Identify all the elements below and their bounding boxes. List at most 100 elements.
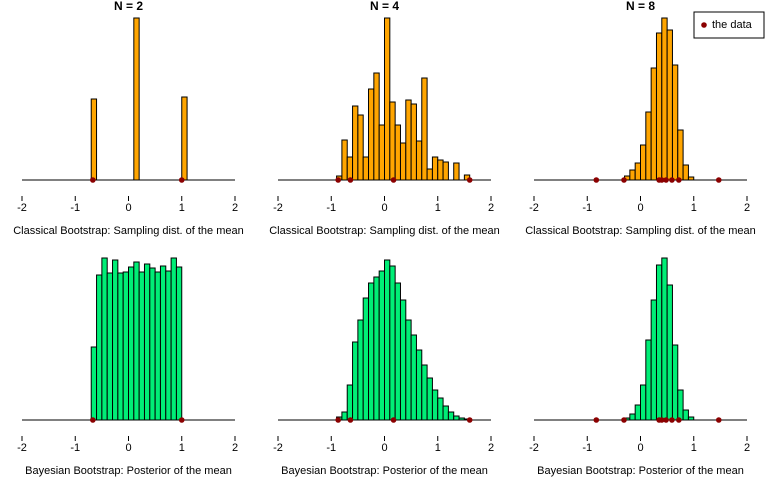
x-tick-label: -1 [70,442,80,454]
legend-marker [701,22,707,28]
bar [405,319,412,421]
bar [357,319,364,421]
bar [682,409,689,421]
bar [399,142,407,181]
x-tick-label: -1 [582,442,592,454]
data-point [178,177,185,183]
x-tick-label: -2 [273,442,283,454]
x-tick-label: 1 [435,442,441,454]
x-tick-label: 2 [744,202,750,214]
bar [373,72,380,181]
data-point [659,417,665,423]
bar [629,169,636,181]
bar [90,346,98,421]
bar [640,384,647,421]
data-point [466,417,473,423]
bar [655,264,663,421]
bar [352,105,359,181]
data-point [347,177,354,183]
bar [415,140,423,181]
data-point [90,177,96,183]
bar [389,101,396,181]
bar [138,271,145,421]
bar [634,162,641,181]
data-point [466,177,473,183]
data-point [178,417,185,423]
x-tick-label: -2 [17,442,27,454]
data-point [621,417,627,423]
data-point [593,417,600,423]
bar [687,176,695,181]
x-tick-label: 0 [637,442,643,454]
bar [421,364,428,421]
x-tick-label: 0 [381,202,387,214]
bar [384,259,391,421]
bar [677,129,684,181]
bar [431,156,439,181]
bar [661,257,668,421]
bar [682,164,689,181]
bar [128,266,135,421]
x-axis-label: Bayesian Bootstrap: Posterior of the mea… [537,465,744,477]
bar [671,344,679,421]
x-axis-label: Classical Bootstrap: Sampling dist. of t… [13,225,244,237]
x-tick-label: -2 [529,202,539,214]
bar [96,274,103,421]
bar [453,415,460,421]
x-axis-label: Bayesian Bootstrap: Posterior of the mea… [281,465,488,477]
bar [346,384,354,421]
x-tick-label: -1 [70,202,80,214]
x-tick-label: -2 [273,202,283,214]
bar [410,334,417,421]
data-point [593,177,600,183]
x-tick-label: 1 [691,442,697,454]
bar [677,389,684,421]
bar [170,257,177,421]
bar [373,276,380,421]
data-point [621,177,627,183]
x-axis-label: Classical Bootstrap: Sampling dist. of t… [269,225,500,237]
data-point [390,417,397,423]
bar [405,99,412,181]
x-tick-label: 0 [381,442,387,454]
x-tick-label: 0 [637,202,643,214]
x-tick-label: 2 [488,202,494,214]
bar [437,397,444,421]
bar [650,67,657,181]
data-point [715,417,722,423]
x-tick-label: 1 [691,202,697,214]
data-point [663,417,669,423]
bar [117,272,124,421]
bar [384,17,391,181]
bar [181,96,188,181]
bar [362,156,370,181]
bar [645,339,652,421]
x-tick-label: 2 [488,442,494,454]
bar [165,270,172,421]
panel-title: N = 2 [114,0,143,13]
data-point [676,417,682,423]
bar [341,411,348,421]
bar [661,17,668,181]
bar [149,267,156,421]
bar [426,168,433,181]
data-point [347,417,354,423]
bar [159,265,167,421]
bar [394,282,401,421]
bar [410,103,417,181]
bar [655,32,663,181]
bar [458,417,465,421]
bar [399,299,407,421]
bar [106,272,114,421]
legend-label: the data [712,19,753,31]
panel-title: N = 4 [370,0,399,13]
bar [394,124,401,181]
bar [357,114,364,181]
data-point [659,177,665,183]
bar [175,266,183,421]
bar [378,124,385,181]
data-point [663,177,669,183]
bar [629,413,636,421]
bar [666,29,673,181]
bar [453,162,460,181]
